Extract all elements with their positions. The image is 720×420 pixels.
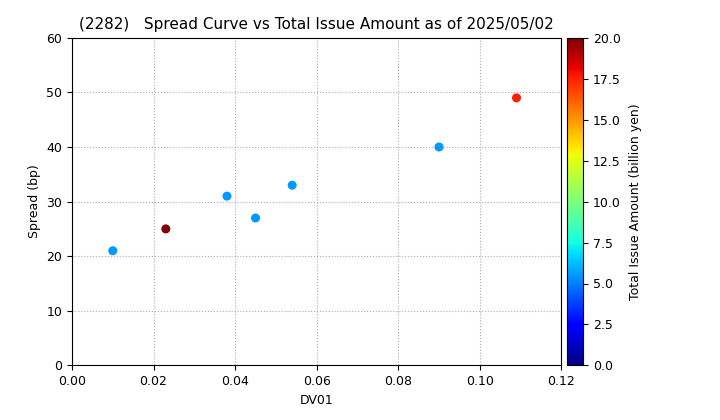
Point bbox=[160, 226, 171, 232]
X-axis label: DV01: DV01 bbox=[300, 394, 333, 407]
Point bbox=[250, 215, 261, 221]
Title: (2282)   Spread Curve vs Total Issue Amount as of 2025/05/02: (2282) Spread Curve vs Total Issue Amoun… bbox=[79, 18, 554, 32]
Point bbox=[433, 144, 445, 150]
Y-axis label: Total Issue Amount (billion yen): Total Issue Amount (billion yen) bbox=[629, 103, 642, 300]
Point bbox=[510, 94, 522, 101]
Point bbox=[107, 247, 119, 254]
Y-axis label: Spread (bp): Spread (bp) bbox=[28, 165, 41, 239]
Point bbox=[287, 182, 298, 189]
Point bbox=[221, 193, 233, 199]
